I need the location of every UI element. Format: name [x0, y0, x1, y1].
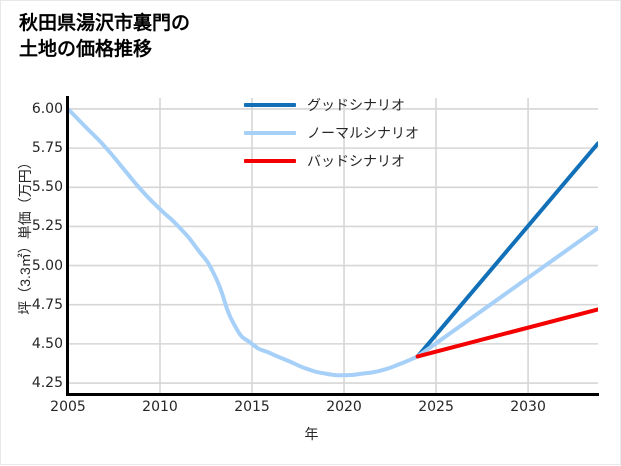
legend-color-swatch — [244, 131, 296, 135]
x-tick-label: 2030 — [510, 399, 546, 415]
x-tick-label: 2020 — [326, 399, 362, 415]
y-tick-labels: 4.25 4.50 4.75 5.00 5.25 5.50 5.75 6.00 — [1, 1, 63, 466]
x-axis-title: 年 — [304, 426, 319, 442]
y-tick-label: 4.25 — [31, 375, 63, 392]
legend-color-swatch — [244, 103, 296, 107]
x-axis-spine — [68, 393, 599, 396]
y-tick-label: 4.50 — [31, 335, 63, 352]
y-tick-label: 6.00 — [31, 100, 63, 117]
x-tick-label: 2025 — [418, 399, 454, 415]
legend-item[interactable]: ノーマルシナリオ — [244, 119, 444, 147]
legend-label: バッドシナリオ — [307, 153, 405, 169]
y-axis-title: 坪（3.3㎡）単価（万円） — [17, 155, 33, 315]
legend-label: ノーマルシナリオ — [307, 125, 419, 141]
legend-color-swatch — [244, 159, 296, 163]
legend-item[interactable]: バッドシナリオ — [244, 147, 444, 175]
series-line — [68, 106, 420, 378]
y-tick-label: 5.50 — [31, 179, 63, 196]
gridlines — [68, 98, 598, 394]
y-axis-spine — [66, 96, 69, 396]
x-tick-label: 2010 — [142, 399, 178, 415]
chart-legend: グッドシナリオ ノーマルシナリオ バッドシナリオ — [244, 91, 444, 175]
series-line — [415, 141, 598, 359]
y-tick-label: 5.00 — [31, 257, 63, 274]
series-line — [415, 225, 598, 359]
chart-plot-svg — [68, 98, 598, 394]
series-lines — [68, 106, 598, 378]
x-tick-label: 2005 — [50, 399, 86, 415]
y-tick-label: 5.75 — [31, 140, 63, 157]
y-tick-label: 4.75 — [31, 296, 63, 313]
x-tick-label: 2015 — [234, 399, 270, 415]
legend-label: グッドシナリオ — [307, 97, 405, 113]
y-tick-label: 5.25 — [31, 218, 63, 235]
page-title: 秋田県湯沢市裏門の 土地の価格推移 — [19, 13, 191, 60]
legend-item[interactable]: グッドシナリオ — [244, 91, 444, 119]
plot-area — [68, 98, 598, 394]
series-line — [415, 307, 598, 359]
